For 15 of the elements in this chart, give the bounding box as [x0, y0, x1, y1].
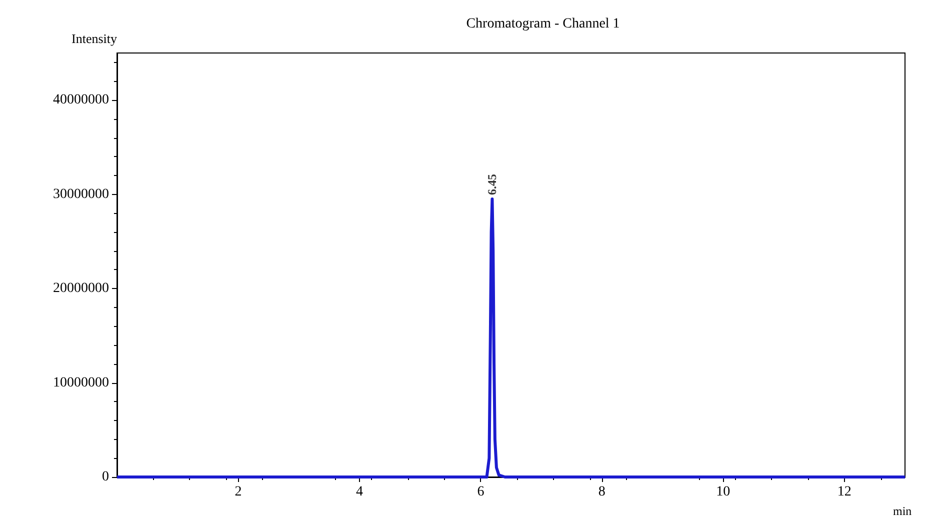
x-tick-label: 6	[477, 484, 484, 500]
y-axis-title: Intensity	[72, 31, 118, 46]
y-tick-label: 0	[102, 470, 109, 484]
x-tick-label: 12	[837, 484, 852, 500]
x-tick-label: 2	[234, 484, 242, 500]
annotation: 6.45	[485, 174, 500, 196]
chart-title: Chromatogram - Channel 1	[466, 16, 620, 32]
y-tick-label: 40000000	[53, 92, 109, 108]
x-axis-title: min	[893, 504, 912, 518]
y-tick-label: 30000000	[53, 186, 109, 202]
x-tick-label: 10	[716, 484, 730, 500]
x-tick-label: 8	[598, 484, 606, 500]
y-tick-label: 10000000	[53, 375, 109, 390]
y-tick-label: 20000000	[53, 281, 109, 296]
x-tick-label: 4	[356, 484, 363, 500]
